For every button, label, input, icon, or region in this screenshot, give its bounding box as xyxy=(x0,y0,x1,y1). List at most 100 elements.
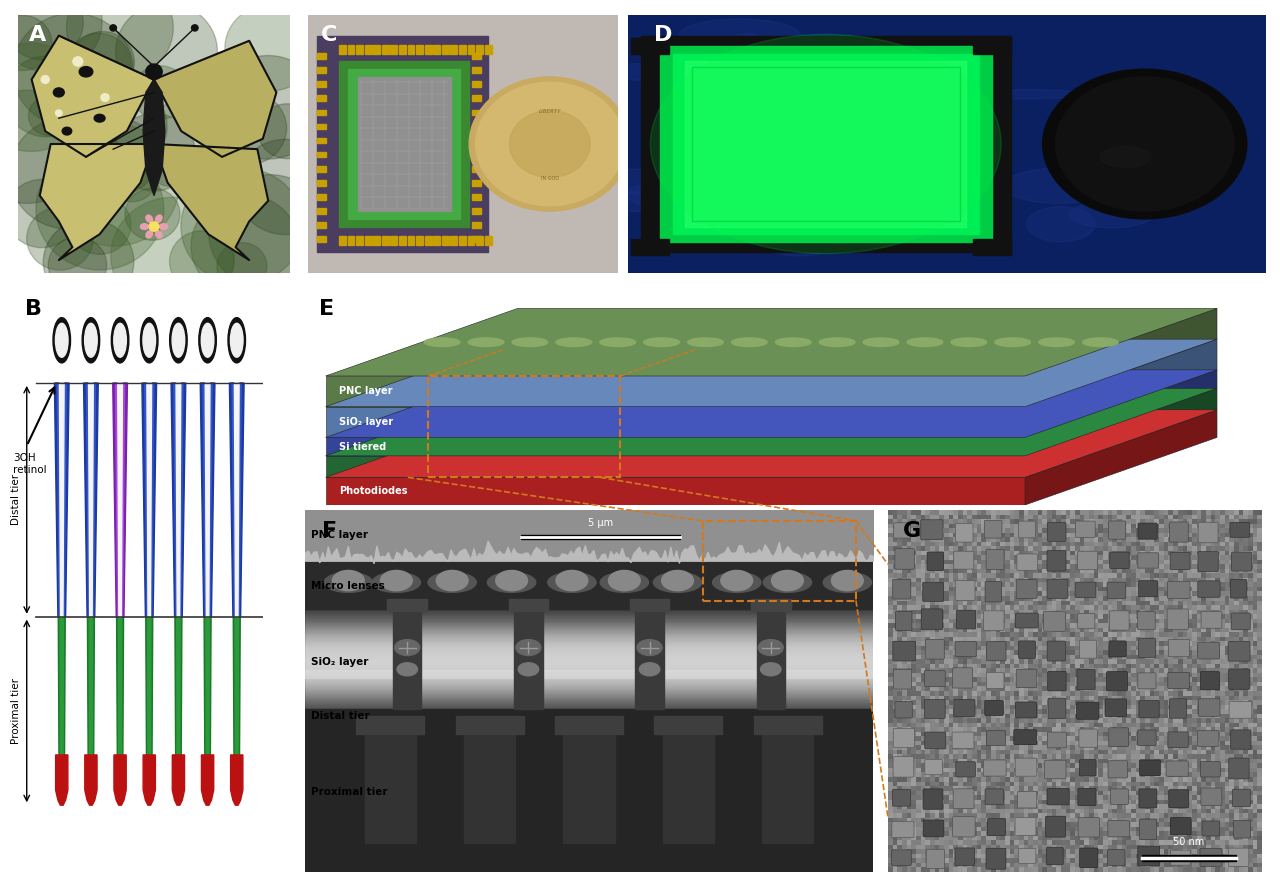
FancyBboxPatch shape xyxy=(925,759,942,774)
FancyBboxPatch shape xyxy=(1139,819,1157,840)
Circle shape xyxy=(169,231,234,292)
Ellipse shape xyxy=(823,573,872,592)
Bar xyxy=(305,704,873,705)
FancyBboxPatch shape xyxy=(1044,760,1066,779)
Bar xyxy=(305,638,873,639)
Bar xyxy=(317,180,326,186)
FancyBboxPatch shape xyxy=(1078,789,1096,805)
Bar xyxy=(442,236,449,245)
Circle shape xyxy=(69,195,131,255)
FancyBboxPatch shape xyxy=(1230,730,1251,750)
Bar xyxy=(317,124,326,129)
Polygon shape xyxy=(230,755,243,805)
Circle shape xyxy=(259,103,316,158)
Ellipse shape xyxy=(644,338,680,347)
FancyBboxPatch shape xyxy=(1047,579,1068,598)
Circle shape xyxy=(73,57,83,66)
Text: Distal tier: Distal tier xyxy=(12,475,22,525)
Polygon shape xyxy=(154,41,276,156)
FancyBboxPatch shape xyxy=(1019,641,1036,659)
Bar xyxy=(317,138,326,143)
Polygon shape xyxy=(201,755,214,805)
Ellipse shape xyxy=(63,127,72,135)
Circle shape xyxy=(637,640,662,656)
Bar xyxy=(348,69,460,219)
Bar xyxy=(365,236,371,245)
Ellipse shape xyxy=(1100,147,1151,167)
Bar xyxy=(305,674,873,675)
Circle shape xyxy=(470,77,630,211)
FancyBboxPatch shape xyxy=(1170,522,1188,542)
Circle shape xyxy=(41,76,50,83)
Bar xyxy=(305,677,873,679)
FancyBboxPatch shape xyxy=(987,730,1006,745)
Circle shape xyxy=(436,570,468,591)
Text: Distal tier: Distal tier xyxy=(311,712,370,721)
FancyBboxPatch shape xyxy=(1047,789,1069,804)
Ellipse shape xyxy=(1070,202,1153,228)
Bar xyxy=(317,152,326,157)
Bar xyxy=(305,667,873,668)
FancyBboxPatch shape xyxy=(954,789,974,809)
Bar xyxy=(467,45,475,54)
Bar xyxy=(305,660,873,662)
Ellipse shape xyxy=(650,34,1001,254)
FancyBboxPatch shape xyxy=(1171,850,1190,865)
Ellipse shape xyxy=(671,40,698,89)
Bar xyxy=(305,640,873,641)
Bar xyxy=(305,655,873,656)
FancyBboxPatch shape xyxy=(1201,672,1220,690)
FancyBboxPatch shape xyxy=(896,612,911,630)
Bar xyxy=(305,670,873,672)
Polygon shape xyxy=(229,383,244,617)
Ellipse shape xyxy=(155,231,163,238)
Bar xyxy=(356,45,364,54)
Text: PNC layer: PNC layer xyxy=(339,386,393,396)
Circle shape xyxy=(36,149,164,270)
Bar xyxy=(305,701,873,702)
FancyBboxPatch shape xyxy=(986,549,1004,569)
Bar xyxy=(317,95,326,101)
Bar xyxy=(472,166,481,171)
Polygon shape xyxy=(59,617,65,755)
Ellipse shape xyxy=(372,573,420,592)
FancyBboxPatch shape xyxy=(892,789,910,806)
Circle shape xyxy=(0,90,87,203)
Circle shape xyxy=(114,113,195,191)
FancyBboxPatch shape xyxy=(1138,846,1160,866)
FancyBboxPatch shape xyxy=(893,641,915,661)
Circle shape xyxy=(55,110,61,116)
Ellipse shape xyxy=(114,324,127,357)
Bar xyxy=(390,236,397,245)
FancyBboxPatch shape xyxy=(1047,522,1066,541)
FancyBboxPatch shape xyxy=(986,789,1004,804)
Bar xyxy=(317,53,326,59)
Ellipse shape xyxy=(141,317,157,362)
FancyBboxPatch shape xyxy=(954,699,975,716)
Polygon shape xyxy=(325,407,1025,438)
FancyBboxPatch shape xyxy=(984,700,1004,715)
Circle shape xyxy=(509,110,590,178)
FancyBboxPatch shape xyxy=(955,848,974,865)
FancyBboxPatch shape xyxy=(923,583,943,601)
Ellipse shape xyxy=(731,338,767,347)
Bar xyxy=(381,45,389,54)
Circle shape xyxy=(758,640,783,656)
Polygon shape xyxy=(233,617,241,755)
Bar xyxy=(305,657,873,658)
FancyBboxPatch shape xyxy=(1105,699,1126,717)
Bar xyxy=(317,35,488,252)
Bar xyxy=(472,81,481,87)
Ellipse shape xyxy=(428,573,476,592)
Bar xyxy=(456,716,524,735)
FancyBboxPatch shape xyxy=(986,582,1001,602)
FancyBboxPatch shape xyxy=(1108,820,1130,837)
Bar xyxy=(305,702,873,703)
Ellipse shape xyxy=(951,338,987,347)
FancyBboxPatch shape xyxy=(1108,728,1129,747)
Circle shape xyxy=(146,64,163,80)
Text: B: B xyxy=(26,299,42,318)
Bar xyxy=(460,45,466,54)
FancyBboxPatch shape xyxy=(1201,788,1222,805)
Ellipse shape xyxy=(657,51,705,86)
